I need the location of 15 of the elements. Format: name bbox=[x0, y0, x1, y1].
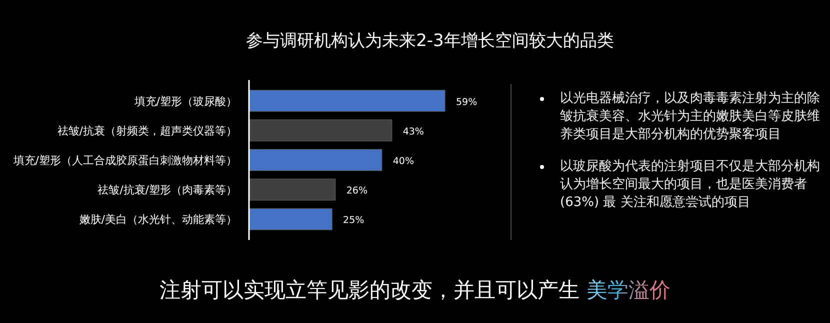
y-tick-label: 嫩肤/美白（水光针、动能素等） bbox=[79, 213, 237, 226]
data-label: 59% bbox=[456, 96, 478, 108]
data-label: 40% bbox=[392, 156, 414, 167]
y-tick-label: 填充/塑形（人工合成胶原蛋白刺激物材料等） bbox=[12, 154, 237, 167]
data-label: 43% bbox=[402, 126, 424, 138]
text: 注射可以实现立竿见影的改变，并且可以产生 bbox=[160, 278, 580, 302]
text: 以光电器械治疗，以及肉毒毒素注射为主的除皱抗衰美容、水光针为主的嫩肤美白等皮肤维养类项目是大部分机构的优势聚客项目 bbox=[560, 90, 821, 144]
y-tick-label: 填充/塑形（玻尿酸） bbox=[133, 94, 237, 108]
data-label: 26% bbox=[346, 186, 368, 197]
chart-title: 参与调研机构认为未来2-3年增长空间较大的品类 bbox=[246, 31, 614, 51]
y-tick-label: 祛皱/抗衰/塑形（肉毒素等） bbox=[98, 184, 237, 197]
text: 美学溢价 bbox=[586, 278, 670, 302]
y-tick-label: 祛皱/抗衰（射频类，超声类仪器等） bbox=[57, 124, 237, 138]
data-label: 25% bbox=[343, 215, 364, 226]
text: 以玻尿酸为代表的注射项目不仅是大部分机构认为增长空间最大的项目，也是医美消费者 (63%) 最 关注和愿意尝试的项目 bbox=[560, 158, 821, 212]
